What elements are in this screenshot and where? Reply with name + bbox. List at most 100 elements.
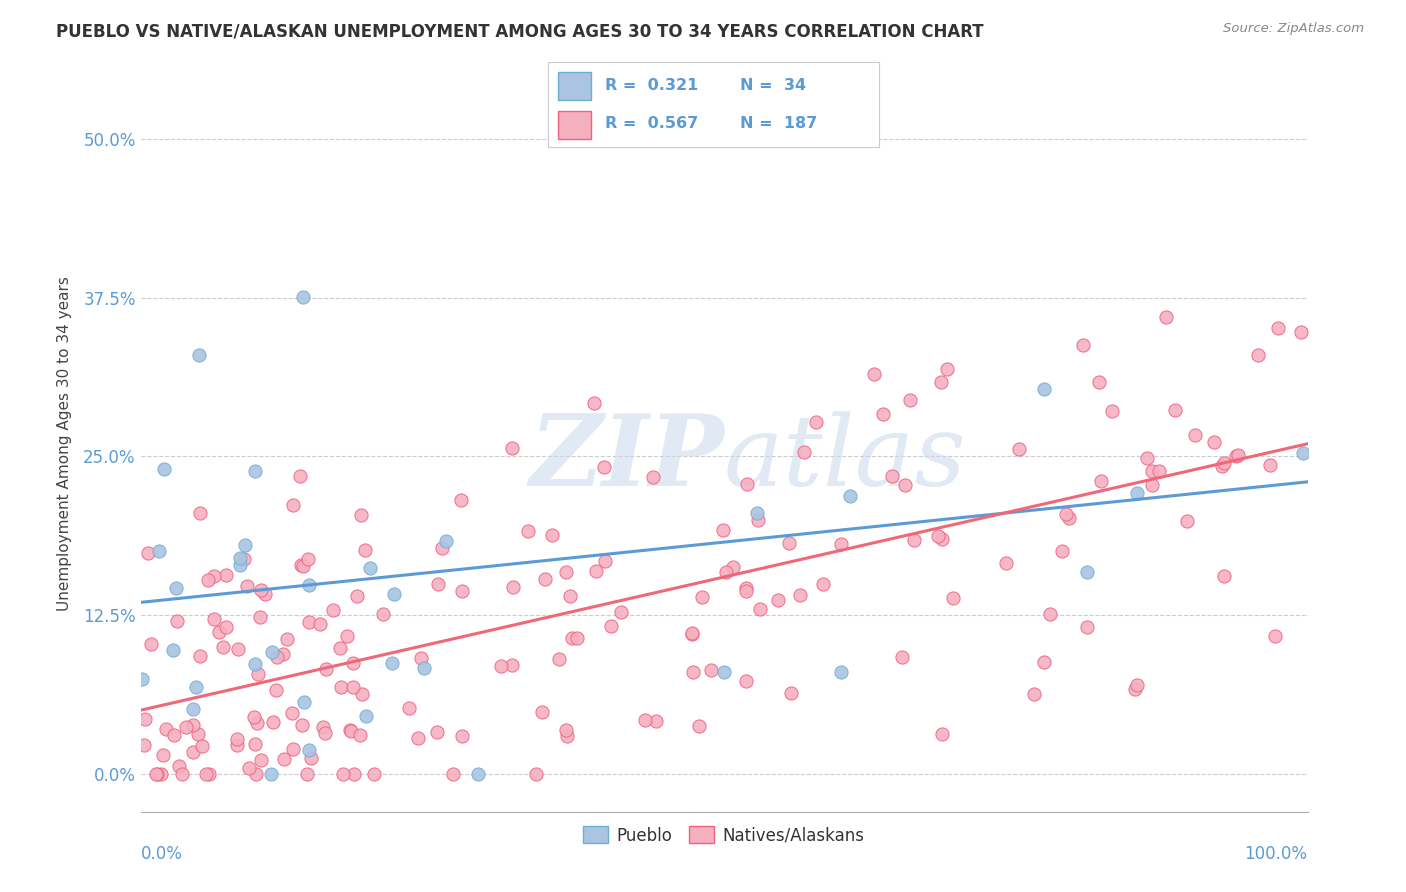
Point <box>882 468 904 483</box>
Point <box>748 602 770 616</box>
Text: 0.0%: 0.0% <box>141 845 183 863</box>
Point <box>291 558 314 573</box>
Point <box>1050 544 1073 558</box>
Point <box>145 766 167 780</box>
Point <box>1076 620 1098 634</box>
Point <box>804 415 827 429</box>
Point <box>225 731 247 746</box>
Point <box>1175 514 1198 528</box>
Point <box>194 766 217 780</box>
Point <box>1184 428 1206 442</box>
FancyBboxPatch shape <box>558 71 592 100</box>
Point <box>1289 325 1312 339</box>
Point <box>1211 458 1233 473</box>
Point <box>229 551 252 566</box>
Point <box>610 605 633 619</box>
Point <box>146 766 169 780</box>
Point <box>634 713 657 727</box>
Point <box>1123 682 1146 697</box>
Point <box>312 720 335 734</box>
Point <box>165 581 187 595</box>
Point <box>1246 348 1268 362</box>
Point <box>288 469 311 483</box>
Point <box>1054 507 1077 521</box>
Point <box>363 766 385 780</box>
Point <box>779 686 801 700</box>
Point <box>1008 442 1031 456</box>
Point <box>898 393 921 408</box>
Point <box>281 741 304 756</box>
Point <box>426 725 449 739</box>
Point <box>353 543 375 558</box>
Point <box>235 579 257 593</box>
Text: N =  187: N = 187 <box>740 116 817 131</box>
Point <box>346 589 368 603</box>
Point <box>700 663 723 677</box>
Point <box>382 587 405 601</box>
Point <box>599 619 621 633</box>
Point <box>941 591 963 605</box>
Point <box>450 492 472 507</box>
Point <box>555 729 578 743</box>
Point <box>262 714 284 729</box>
Point <box>1212 456 1234 470</box>
Point <box>927 529 949 543</box>
Point <box>134 738 156 752</box>
Point <box>136 546 159 560</box>
Point <box>266 649 288 664</box>
Point <box>298 743 321 757</box>
Point <box>139 637 162 651</box>
Point <box>1292 446 1315 460</box>
Point <box>1140 464 1163 478</box>
Point <box>682 665 704 680</box>
Point <box>226 642 249 657</box>
Point <box>243 710 266 724</box>
Point <box>530 705 553 719</box>
Point <box>291 717 314 731</box>
Point <box>644 714 666 728</box>
Text: PUEBLO VS NATIVE/ALASKAN UNEMPLOYMENT AMONG AGES 30 TO 34 YEARS CORRELATION CHAR: PUEBLO VS NATIVE/ALASKAN UNEMPLOYMENT AM… <box>56 22 984 40</box>
Point <box>1147 464 1170 478</box>
Point <box>276 632 298 646</box>
Point <box>343 766 366 780</box>
Text: N =  34: N = 34 <box>740 78 806 94</box>
Point <box>167 759 190 773</box>
Point <box>183 718 205 732</box>
Point <box>813 577 835 591</box>
Point <box>830 665 852 680</box>
Point <box>406 731 429 745</box>
Point <box>714 565 737 579</box>
Point <box>1212 569 1234 583</box>
Point <box>238 761 260 775</box>
Point <box>232 551 254 566</box>
Point <box>350 508 373 522</box>
FancyBboxPatch shape <box>558 111 592 139</box>
Point <box>789 588 811 602</box>
Point <box>711 523 734 537</box>
Point <box>314 726 336 740</box>
Point <box>354 709 377 723</box>
Point <box>280 706 302 720</box>
Point <box>434 534 457 549</box>
Point <box>681 627 703 641</box>
Point <box>339 724 361 739</box>
Point <box>292 694 315 708</box>
Point <box>863 367 886 381</box>
Point <box>381 656 404 670</box>
Point <box>273 752 295 766</box>
Point <box>555 565 578 579</box>
Point <box>721 560 744 574</box>
Point <box>735 477 758 491</box>
Point <box>593 554 616 568</box>
Point <box>398 701 420 715</box>
Point <box>524 766 547 780</box>
Point <box>250 753 273 767</box>
Point <box>936 361 959 376</box>
Point <box>555 723 578 737</box>
Point <box>163 728 186 742</box>
Point <box>931 375 953 389</box>
Point <box>1022 687 1045 701</box>
Point <box>501 441 523 455</box>
Point <box>250 582 273 597</box>
Point <box>1032 655 1054 669</box>
